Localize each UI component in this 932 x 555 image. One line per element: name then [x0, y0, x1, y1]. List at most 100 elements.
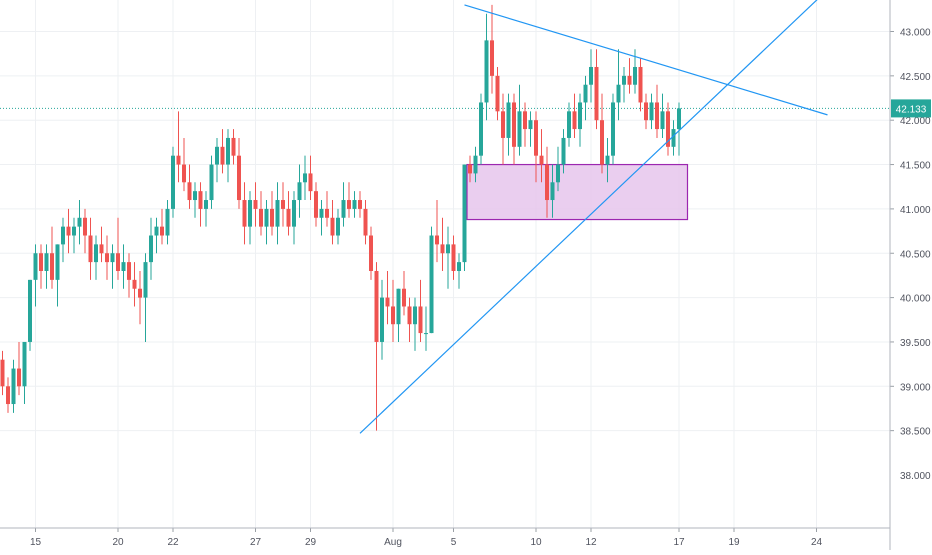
candle-body — [550, 182, 555, 201]
candle-body — [231, 137, 236, 156]
candle — [523, 102, 527, 147]
candle-body — [6, 386, 10, 405]
y-tick-label: 40.500 — [900, 249, 931, 260]
candle — [226, 129, 230, 183]
candle-body — [50, 253, 54, 280]
candle-body — [457, 262, 461, 271]
candle-body — [209, 164, 214, 201]
candle-body — [226, 137, 230, 165]
x-tick-label: 5 — [451, 537, 457, 548]
candle — [380, 279, 384, 360]
candle-body — [83, 217, 87, 236]
candle-body — [424, 333, 428, 335]
candle-body — [44, 253, 49, 271]
y-tick-label: 43.000 — [900, 28, 931, 39]
candle — [94, 235, 98, 280]
candle-body — [66, 226, 71, 236]
x-tick-label: 24 — [811, 537, 823, 548]
candle — [50, 226, 54, 289]
candle-body — [600, 120, 604, 165]
descending-resistance-trendline — [464, 4, 828, 116]
candle-body — [611, 102, 615, 156]
x-tick-label: 19 — [728, 537, 740, 548]
candle-body — [413, 306, 417, 325]
candle — [396, 288, 401, 342]
candle-body — [171, 155, 175, 209]
candle-body — [644, 102, 648, 121]
candle — [33, 244, 38, 307]
candle — [325, 191, 329, 227]
candle-body — [473, 155, 478, 174]
y-tick-label: 38.500 — [900, 427, 931, 438]
candle-body — [391, 306, 395, 325]
candle — [589, 49, 593, 103]
candle — [143, 253, 148, 342]
candle — [484, 13, 489, 121]
candle — [275, 182, 280, 245]
candle — [171, 146, 175, 218]
candle — [198, 182, 203, 227]
candle — [627, 58, 632, 94]
candle-body — [330, 217, 335, 236]
candle-body — [638, 66, 643, 103]
candle — [336, 208, 340, 245]
candle — [490, 4, 494, 94]
candle-body — [567, 111, 571, 138]
candle — [369, 226, 373, 280]
candle-body — [418, 306, 423, 334]
candle — [495, 66, 500, 121]
candle — [660, 93, 665, 138]
candle — [451, 235, 456, 280]
candle-body — [77, 217, 82, 227]
candle — [209, 155, 214, 209]
candle — [231, 129, 236, 165]
candle — [413, 297, 417, 351]
candle-body — [110, 253, 115, 263]
candle — [649, 93, 654, 130]
candle — [528, 111, 533, 147]
x-tick-label: Aug — [384, 537, 402, 548]
candle — [512, 93, 516, 165]
candle — [105, 235, 109, 280]
candle-body — [99, 244, 104, 254]
candle-body — [468, 164, 472, 174]
candle — [561, 129, 566, 174]
candle — [165, 200, 170, 245]
x-tick-label: 22 — [167, 537, 179, 548]
candle — [0, 350, 5, 396]
candle-body — [341, 200, 346, 218]
candle — [462, 164, 467, 271]
candle — [237, 137, 241, 209]
candle-body — [325, 208, 329, 218]
candle — [385, 270, 390, 325]
candle-body — [501, 111, 505, 138]
last-price-tag-bg — [891, 99, 931, 118]
candle — [611, 93, 615, 165]
candle-body — [594, 66, 599, 121]
candle-body — [380, 297, 384, 342]
candle-body — [512, 102, 516, 147]
candle-body — [440, 244, 445, 254]
y-tick-label: 39.000 — [900, 382, 931, 393]
candle-body — [292, 200, 296, 227]
candle-body — [363, 208, 368, 236]
candle — [594, 49, 599, 130]
candle-body — [0, 359, 5, 387]
candle-body — [402, 288, 406, 307]
candle-body — [633, 66, 637, 85]
candle — [39, 244, 43, 289]
candle-body — [539, 155, 544, 165]
candle — [517, 84, 522, 156]
candle-body — [561, 137, 566, 165]
candle — [6, 377, 10, 413]
candle — [121, 244, 126, 289]
candle — [264, 200, 269, 245]
x-tick-label: 12 — [585, 537, 597, 548]
candle-body — [451, 244, 456, 271]
candle-body — [655, 102, 659, 130]
candle — [55, 244, 60, 307]
trendlines-layer — [359, 0, 828, 434]
